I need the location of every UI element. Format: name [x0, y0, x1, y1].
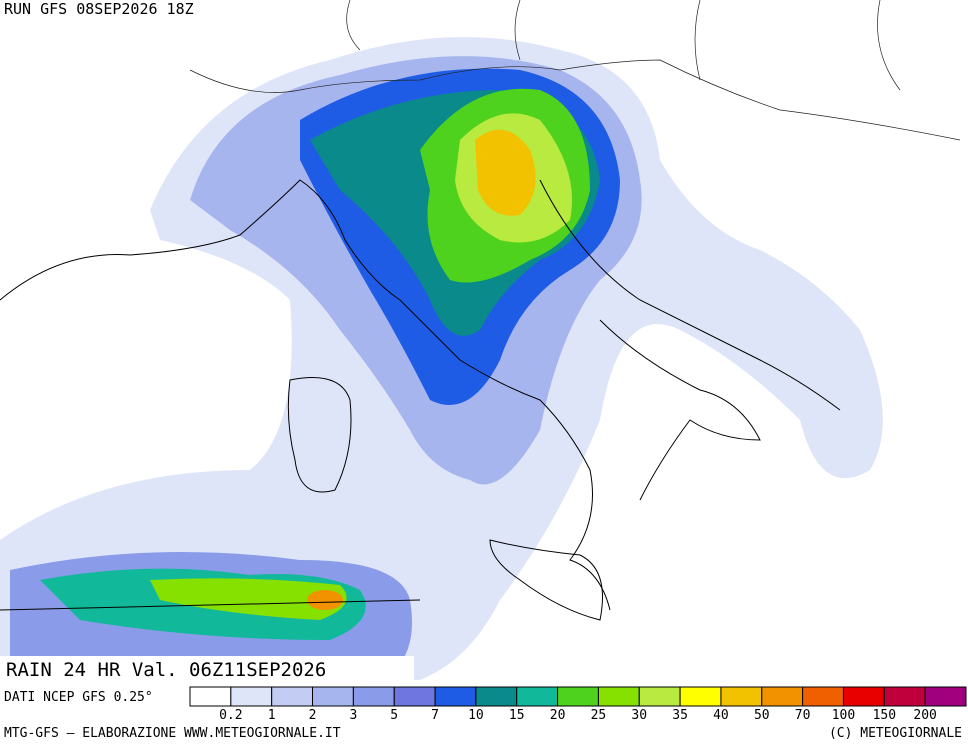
legend-level: 100 [832, 708, 855, 723]
legend-level: 2 [309, 708, 317, 723]
footer-right: (C) METEOGIORNALE [829, 726, 962, 741]
map-area: RUN GFS 08SEP2026 18Z RAIN 24 HR Val. 06… [0, 0, 961, 685]
color-swatch [557, 686, 599, 707]
legend-level: 50 [754, 708, 770, 723]
color-swatch [475, 686, 518, 707]
map-title: RAIN 24 HR Val. 06Z11SEP2026 [6, 659, 326, 681]
color-swatch [352, 686, 395, 707]
coastline [539, 179, 841, 411]
legend-level: 150 [873, 708, 896, 723]
legend-level: 10 [468, 708, 484, 723]
legend-level: 7 [431, 708, 439, 723]
rain-area [475, 129, 536, 216]
legend-level: 35 [672, 708, 688, 723]
title-box [0, 656, 414, 685]
legend-level: 3 [349, 708, 357, 723]
legend-level: 30 [631, 708, 647, 723]
legend-level: 70 [795, 708, 811, 723]
color-swatch [883, 686, 926, 707]
legend-level: 15 [509, 708, 525, 723]
border [189, 59, 961, 141]
island [287, 377, 352, 493]
color-swatch [434, 686, 477, 707]
legend-level: 25 [591, 708, 607, 723]
colorbar: 0.2 1 2 3 5 7 10 15 20 25 30 35 40 50 70 100 150 200 [189, 686, 967, 723]
run-label: RUN GFS 08SEP2026 18Z [4, 0, 194, 18]
legend-level: 200 [913, 708, 936, 723]
rain-area [307, 590, 343, 610]
color-swatch [802, 686, 844, 707]
color-swatch [312, 686, 354, 707]
color-swatch [638, 686, 681, 707]
coastline [0, 179, 611, 611]
coastlines [0, 0, 961, 621]
island [489, 539, 603, 621]
color-swatch [842, 686, 885, 707]
source-label: DATI NCEP GFS 0.25° [4, 690, 153, 705]
color-swatch [230, 686, 273, 707]
legend-level: 40 [713, 708, 729, 723]
rain-area [150, 578, 347, 620]
footer-left: MTG-GFS – ELABORAZIONE WWW.METEOGIORNALE… [4, 726, 341, 741]
color-swatch [924, 686, 967, 707]
legend-level: 5 [390, 708, 398, 723]
coastline [0, 599, 421, 611]
border [346, 0, 901, 91]
legend-level: 20 [550, 708, 566, 723]
color-swatch [189, 686, 232, 707]
color-swatch [597, 686, 640, 707]
legend-level: 1 [268, 708, 276, 723]
color-swatch [720, 686, 763, 707]
coastline [599, 319, 761, 501]
legend-level: 0.2 [219, 708, 242, 723]
rain-field [0, 37, 883, 680]
color-swatch [679, 686, 722, 707]
color-swatch [516, 686, 559, 707]
color-swatch [761, 686, 804, 707]
color-swatch [393, 686, 436, 707]
color-swatch [271, 686, 314, 707]
